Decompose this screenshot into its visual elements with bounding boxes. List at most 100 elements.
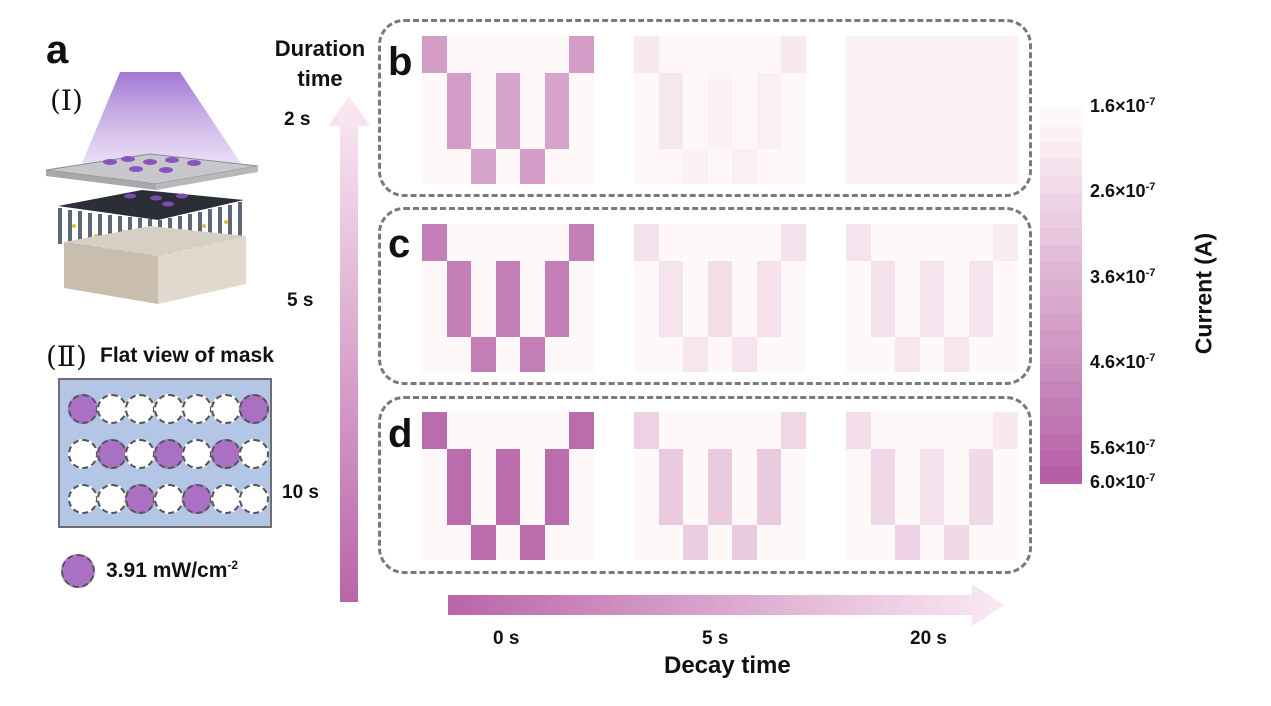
heatmap-cell (846, 149, 872, 184)
mask-hole-unlit (239, 439, 269, 469)
heatmap-cell (471, 412, 497, 449)
heatmap-cell (756, 224, 782, 261)
mask-hole-unlit (125, 439, 155, 469)
heatmap-cell (495, 412, 521, 449)
colorbar-step (1040, 125, 1082, 143)
colorbar-step (1040, 449, 1082, 468)
heatmap-cell (756, 337, 782, 372)
colorbar-step (1040, 432, 1082, 451)
heatmap-cell (422, 73, 448, 149)
heatmap-cell (422, 149, 448, 184)
colorbar-tick-label: 1.6×10-7 (1090, 96, 1156, 116)
mask-hole-unlit (182, 439, 212, 469)
heatmap-cell (569, 261, 595, 337)
heatmap-cell (422, 337, 448, 372)
heatmap-cell (520, 261, 546, 337)
substrate (64, 226, 246, 256)
heatmap-c-1 (634, 224, 807, 372)
part2-title: Flat view of mask (100, 344, 274, 367)
legend-swatch-icon (61, 554, 95, 588)
heatmap-cell (634, 337, 660, 372)
colorbar-step (1040, 415, 1082, 434)
heatmap-cell (471, 525, 497, 560)
mask-hole-unlit (210, 484, 241, 514)
colorbar-step (1040, 398, 1082, 417)
duration-tick-5s: 5 s (287, 290, 314, 311)
heatmap-cell (471, 337, 497, 372)
heatmap-cell (569, 224, 595, 261)
heatmap-cell (544, 36, 570, 73)
heatmap-cell (993, 412, 1019, 449)
colorbar-step (1040, 227, 1082, 246)
decay-arrow (448, 584, 1004, 626)
mask-hole-unlit (96, 484, 127, 514)
heatmap-cell (993, 525, 1019, 560)
colorbar-step (1040, 313, 1082, 331)
heatmap-cell (919, 224, 945, 261)
duration-tick-2s: 2 s (284, 109, 311, 130)
heatmap-cell (569, 36, 595, 73)
decay-tick-5s: 5 s (702, 628, 729, 649)
heatmap-cell (993, 337, 1019, 372)
heatmap-cell (846, 525, 872, 560)
heatmap-cell (870, 412, 896, 449)
heatmap-cell (683, 73, 709, 149)
heatmap-cell (634, 36, 660, 73)
colorbar-step (1040, 296, 1082, 314)
heatmap-cell (846, 36, 872, 73)
row-box-d (378, 396, 1032, 574)
heatmap-cell (732, 224, 758, 261)
heatmap-cell (919, 36, 945, 73)
heatmap-cell (495, 449, 521, 525)
heatmap-cell (846, 412, 872, 449)
heatmap-cell (895, 149, 921, 184)
legend-exponent: -2 (227, 558, 239, 572)
heatmap-cell (634, 449, 660, 525)
heatmap-cell (944, 36, 970, 73)
heatmap-cell (707, 73, 733, 149)
heatmap-cell (756, 412, 782, 449)
heatmap-cell (520, 36, 546, 73)
heatmap-cell (895, 412, 921, 449)
panel-b-letter: b (388, 40, 413, 84)
colorbar-tick-label: 2.6×10-7 (1090, 181, 1156, 202)
heatmap-cell (707, 525, 733, 560)
heatmap-cell (895, 337, 921, 372)
heatmap-cell (569, 449, 595, 525)
heatmap-cell (495, 73, 521, 149)
heatmap-cell (658, 73, 684, 149)
heatmap-cell (634, 412, 660, 449)
heatmap-cell (919, 149, 945, 184)
heatmap-cell (919, 525, 945, 560)
mask-hole-lit (68, 394, 98, 424)
heatmap-cell (968, 449, 994, 525)
heatmap-cell (968, 337, 994, 372)
heatmap-cell (895, 449, 921, 525)
mask-hole-unlit (239, 484, 269, 514)
heatmap-cell (756, 449, 782, 525)
heatmap-cell (707, 224, 733, 261)
heatmap-cell (495, 261, 521, 337)
part2-label: (Ⅱ) (46, 340, 87, 373)
heatmap-cell (993, 36, 1019, 73)
heatmap-cell (520, 224, 546, 261)
heatmap-cell (520, 412, 546, 449)
decay-tick-0s: 0 s (493, 628, 520, 649)
heatmap-cell (658, 261, 684, 337)
heatmap-cell (895, 525, 921, 560)
heatmap-cell (544, 525, 570, 560)
heatmap-cell (569, 525, 595, 560)
mask-hole-unlit (153, 484, 184, 514)
heatmap-cell (944, 261, 970, 337)
heatmap-cell (732, 149, 758, 184)
heatmap-cell (781, 412, 807, 449)
heatmap-cell (919, 412, 945, 449)
heatmap-cell (732, 36, 758, 73)
device-illustration (45, 72, 259, 304)
heatmap-cell (683, 36, 709, 73)
mask-hole-lit (125, 484, 155, 514)
heatmap-cell (544, 337, 570, 372)
heatmap-cell (944, 412, 970, 449)
heatmap-cell (846, 337, 872, 372)
heatmap-cell (569, 337, 595, 372)
